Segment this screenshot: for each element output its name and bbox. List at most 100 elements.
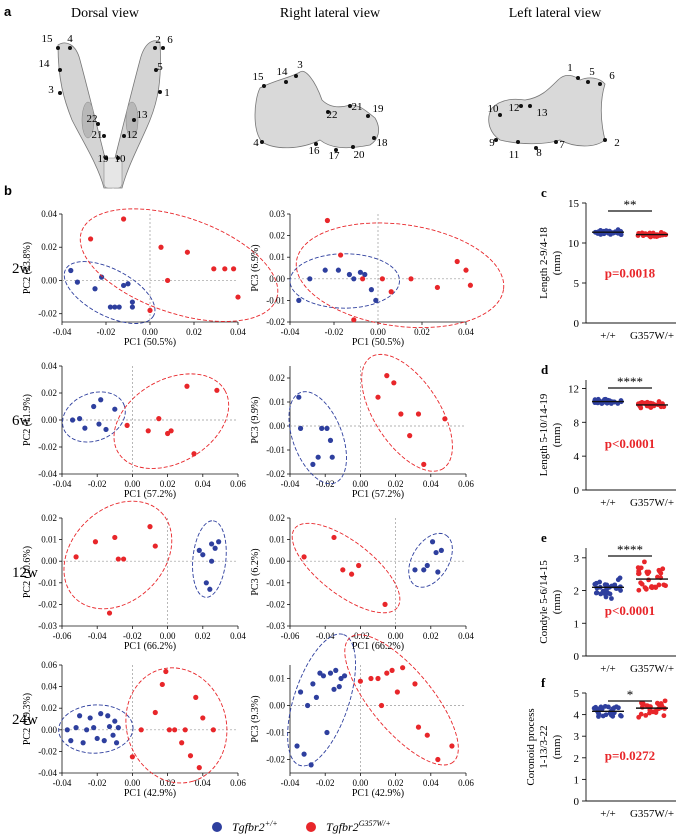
data-point-mut (331, 534, 337, 541)
landmark-dot-left-2 (603, 138, 607, 142)
landmark-label-right-17: 17 (329, 150, 341, 162)
data-point-wt (599, 706, 605, 712)
data-point-wt (313, 694, 319, 701)
y-tick-label: -0.03 (266, 621, 285, 631)
legend-mut-label: Tgfbr2G357W/+ (326, 819, 391, 834)
y-tick-label: 0.02 (41, 703, 57, 713)
data-point-mut (467, 282, 473, 288)
y-axis-label-line: (mm) (551, 250, 563, 275)
y-axis-label: PC2 (11.9%) (22, 394, 33, 446)
landmark-label-right-22: 22 (327, 109, 338, 121)
data-point-wt (424, 562, 430, 569)
y-tick-label: 15 (568, 198, 580, 210)
data-point-mut (394, 689, 400, 695)
data-point-mut (424, 732, 430, 738)
data-point-mut (168, 428, 174, 434)
landmark-dot-right-16 (314, 142, 318, 146)
right-view-title: Right lateral view (280, 6, 381, 21)
p-value: p<0.0001 (605, 603, 655, 618)
landmark-dot-right-21 (348, 104, 352, 108)
data-point-mut (184, 383, 190, 389)
legend: Tgfbr2+/+ Tgfbr2G357W/+ (212, 819, 391, 834)
y-axis-label: PC2 (10.6%) (22, 546, 33, 598)
data-point-mut (421, 461, 427, 467)
data-point-mut (187, 753, 194, 759)
x-tick-label: 0.00 (353, 778, 369, 788)
data-point-wt (107, 304, 113, 310)
data-point-wt (319, 425, 325, 431)
data-point-mut (211, 266, 217, 272)
data-point-wt (110, 732, 116, 738)
data-point-wt (112, 304, 118, 310)
p-value: p=0.0272 (605, 748, 655, 763)
data-point-wt (429, 539, 436, 545)
data-point-mut (235, 294, 241, 300)
data-point-wt (297, 689, 304, 695)
data-point-mut (147, 307, 153, 313)
x-category-label: G357W/+ (630, 497, 674, 509)
data-point-mut (210, 727, 216, 733)
y-axis-label-line: Condyle 5-6/14-15 (538, 560, 550, 644)
panel-label-e: e (541, 530, 547, 545)
data-point-mut (324, 217, 330, 224)
y-tick-label: -0.01 (38, 578, 57, 588)
y-axis-label: PC2 (19.3%) (22, 693, 33, 745)
data-point-mut (375, 394, 381, 400)
y-tick-label: 0.00 (269, 421, 285, 431)
x-category-label: G357W/+ (630, 330, 674, 342)
confidence-ellipse-mut (113, 373, 230, 469)
data-point-mut (408, 276, 414, 282)
data-point-wt (608, 401, 614, 406)
data-point-wt (307, 276, 313, 282)
data-point-wt (294, 743, 300, 749)
data-point-mut (638, 565, 644, 571)
data-point-wt (324, 729, 330, 736)
confidence-ellipse-wt (408, 532, 453, 588)
confidence-ellipse-wt (62, 391, 126, 443)
x-tick-label: 0.02 (195, 631, 211, 641)
data-point-mut (121, 556, 127, 562)
y-tick-label: 0.02 (269, 231, 285, 241)
data-point-mut (636, 587, 642, 593)
landmark-dot-dorsal-5 (154, 68, 158, 72)
y-tick-label: -0.02 (38, 309, 57, 319)
confidence-ellipse-mut (361, 353, 453, 472)
y-tick-label: 4 (574, 451, 580, 463)
data-point-wt (297, 425, 304, 431)
data-point-mut (356, 562, 362, 569)
y-axis-label: PC3 (6.2%) (250, 548, 261, 595)
y-axis-label-line: (mm) (551, 422, 563, 447)
landmark-label-left-11: 11 (509, 149, 520, 161)
data-point-mut (112, 534, 118, 541)
landmark-label-dorsal-12: 12 (127, 129, 138, 141)
data-point-wt (362, 271, 368, 278)
landmark-label-left-1: 1 (567, 62, 573, 74)
data-point-mut (388, 289, 394, 295)
data-point-mut (661, 713, 667, 719)
data-point-wt (338, 675, 344, 682)
landmark-label-left-8: 8 (536, 147, 542, 159)
x-tick-label: 0.02 (388, 778, 404, 788)
pca-plot-24w-6: 24w -0.04 -0.02 0.00 0.02 0.04 0.06 -0.04 -0.02 0… (12, 660, 246, 799)
data-point-wt (87, 715, 93, 721)
data-point-wt (296, 297, 302, 303)
data-point-mut (147, 524, 153, 530)
y-tick-label: -0.03 (38, 621, 57, 631)
data-point-wt (82, 425, 88, 431)
data-point-wt (68, 738, 74, 744)
y-tick-label: 0.04 (41, 361, 57, 371)
landmark-label-left-9: 9 (489, 137, 495, 149)
x-tick-label: 0.02 (388, 479, 404, 489)
x-category-label: +/+ (600, 330, 615, 342)
y-tick-label: -0.01 (266, 445, 285, 455)
y-tick-label: 0.04 (41, 209, 57, 219)
landmark-dot-right-4 (260, 140, 264, 144)
landmark-dot-left-7 (554, 140, 558, 144)
landmark-dot-right-22 (326, 110, 330, 114)
data-point-wt (600, 399, 606, 405)
confidence-ellipse-mut (63, 500, 173, 610)
data-point-mut (642, 559, 647, 565)
data-point-wt (324, 425, 330, 431)
landmark-label-right-16: 16 (309, 145, 321, 157)
data-point-mut (656, 567, 662, 573)
